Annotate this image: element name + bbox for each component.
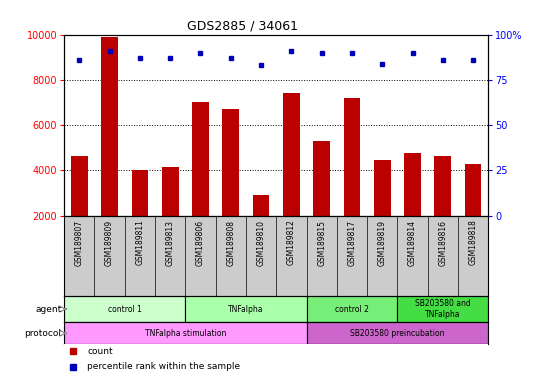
Text: GSM189809: GSM189809	[105, 220, 114, 266]
Bar	[306, 296, 397, 322]
Bar	[374, 160, 391, 261]
Bar	[223, 109, 239, 261]
Text: GSM189817: GSM189817	[348, 220, 357, 266]
Bar	[64, 296, 185, 322]
Text: GSM189816: GSM189816	[439, 220, 448, 266]
Text: GSM189812: GSM189812	[287, 220, 296, 265]
Text: GSM189811: GSM189811	[136, 220, 145, 265]
Text: count: count	[88, 347, 113, 356]
Text: control 2: control 2	[335, 305, 369, 314]
Title: GDS2885 / 34061: GDS2885 / 34061	[187, 19, 298, 32]
Bar	[71, 156, 88, 261]
Text: TNFalpha stimulation: TNFalpha stimulation	[145, 329, 226, 338]
Bar	[283, 93, 300, 261]
Bar	[132, 170, 148, 261]
Bar	[344, 98, 360, 261]
Text: GSM189815: GSM189815	[317, 220, 326, 266]
Text: control 1: control 1	[108, 305, 142, 314]
Text: GSM189807: GSM189807	[75, 220, 84, 266]
Bar	[64, 322, 306, 344]
Text: GSM189810: GSM189810	[257, 220, 266, 266]
Bar	[253, 195, 270, 261]
Text: GSM189806: GSM189806	[196, 220, 205, 266]
Text: GSM189819: GSM189819	[378, 220, 387, 266]
Bar	[101, 37, 118, 261]
Text: GSM189808: GSM189808	[227, 220, 235, 266]
Text: SB203580 preincubation: SB203580 preincubation	[350, 329, 445, 338]
Text: percentile rank within the sample: percentile rank within the sample	[88, 362, 240, 371]
Bar	[465, 164, 482, 261]
Bar	[313, 141, 330, 261]
Bar	[162, 167, 179, 261]
Text: agent: agent	[35, 305, 61, 314]
Text: GSM189814: GSM189814	[408, 220, 417, 266]
Bar	[306, 322, 488, 344]
Bar	[404, 153, 421, 261]
Text: TNFalpha: TNFalpha	[228, 305, 264, 314]
Text: GSM189818: GSM189818	[469, 220, 478, 265]
Bar	[435, 156, 451, 261]
Bar	[185, 296, 306, 322]
Bar	[397, 296, 488, 322]
Text: SB203580 and
TNFalpha: SB203580 and TNFalpha	[415, 300, 471, 319]
Bar	[192, 103, 209, 261]
Text: protocol: protocol	[25, 329, 61, 338]
Text: GSM189813: GSM189813	[166, 220, 175, 266]
